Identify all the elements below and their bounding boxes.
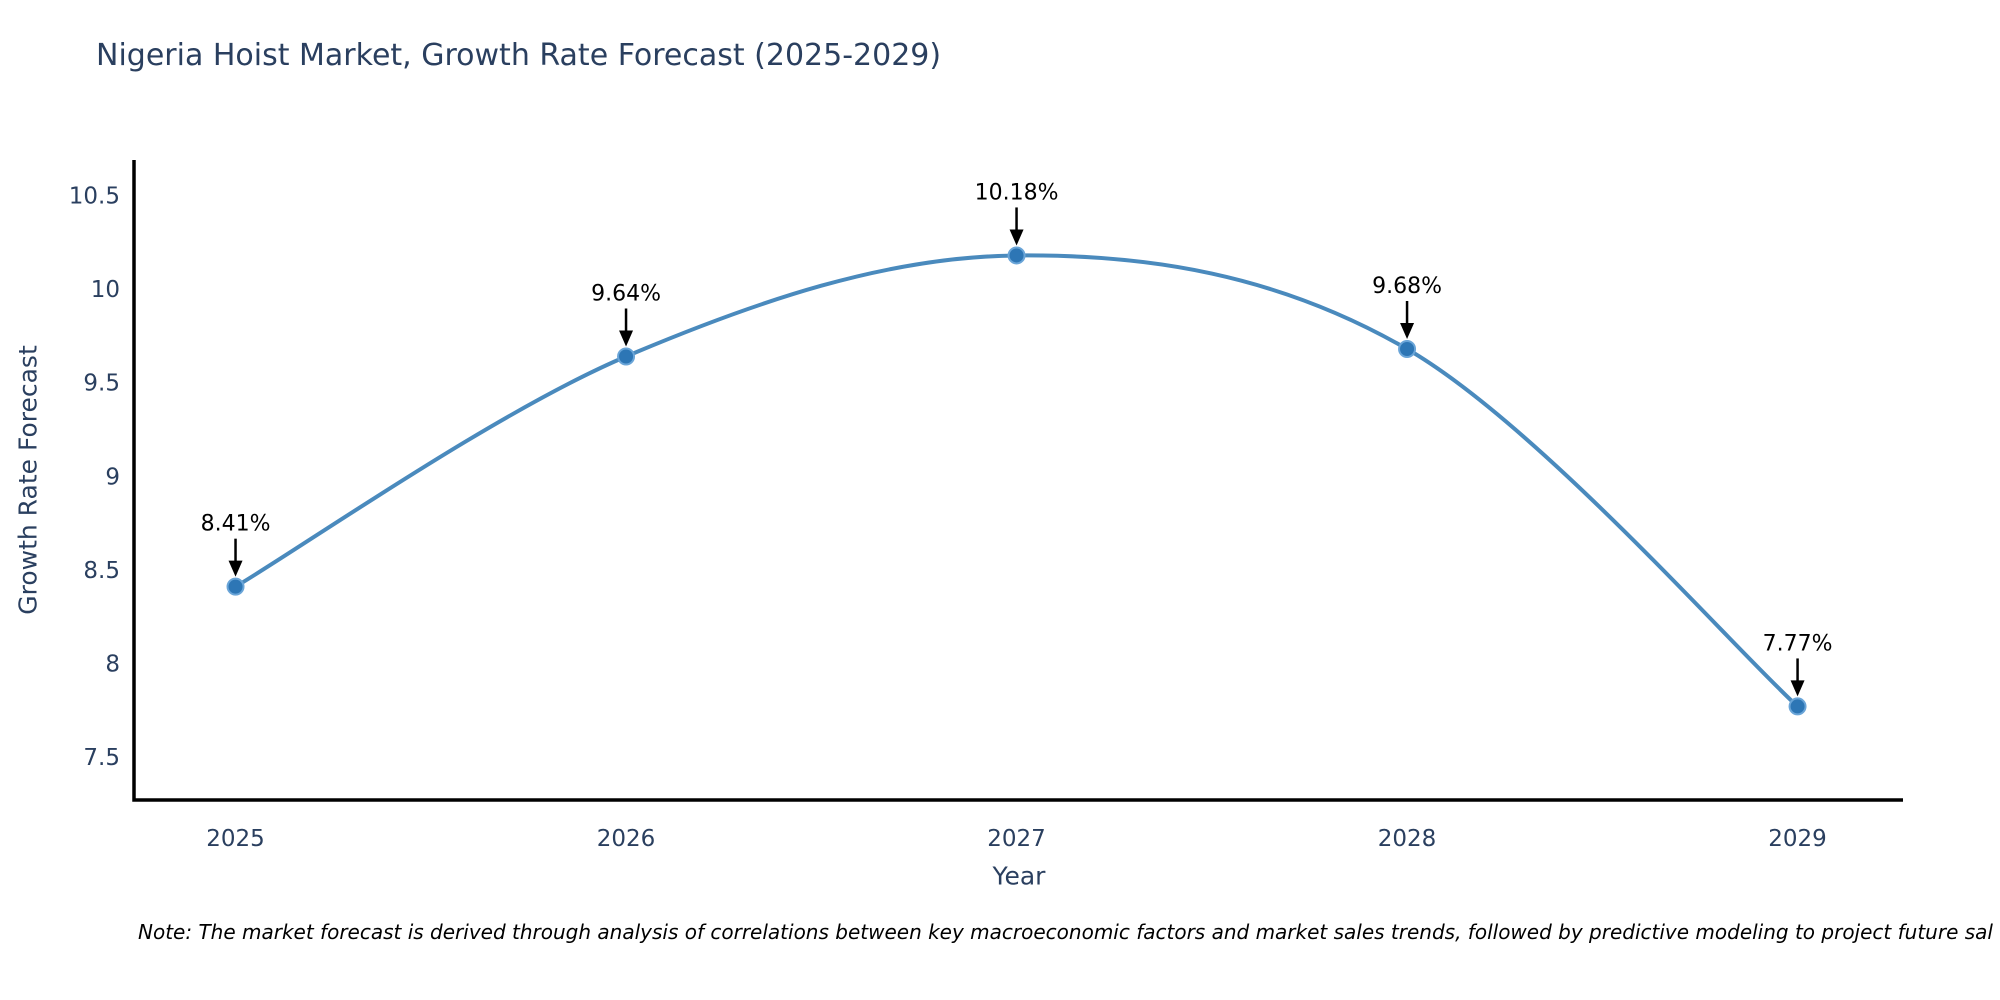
annotation-arrow-head: [1009, 229, 1024, 246]
y-tick-label: 10.5: [69, 184, 120, 210]
y-tick-label: 8.5: [83, 558, 120, 584]
x-tick-label: 2028: [1378, 826, 1437, 852]
y-tick-label: 8: [105, 651, 120, 677]
x-tick-label: 2025: [206, 826, 265, 852]
y-tick-label: 9.5: [83, 371, 120, 397]
data-point-label: 7.77%: [1763, 631, 1833, 656]
x-tick-label: 2026: [597, 826, 656, 852]
chart-title: Nigeria Hoist Market, Growth Rate Foreca…: [96, 38, 942, 73]
axis-lines: [132, 160, 1903, 802]
annotation-arrow-head: [619, 330, 634, 347]
x-tick-label: 2029: [1768, 826, 1827, 852]
y-tick-label: 7.5: [83, 745, 120, 771]
data-point-label: 9.68%: [1372, 274, 1442, 299]
y-tick-label: 10: [91, 277, 120, 303]
annotation-arrow-head: [1790, 680, 1805, 697]
y-tick-label: 9: [105, 464, 120, 490]
data-point-marker: [617, 347, 636, 366]
footnote: Note: The market forecast is derived thr…: [138, 920, 1993, 944]
x-axis-title: Year: [992, 861, 1046, 891]
annotation-arrow-head: [228, 560, 243, 577]
data-point-label: 10.18%: [975, 180, 1059, 205]
y-axis-title: Growth Rate Forecast: [13, 345, 43, 615]
data-point-label: 9.64%: [591, 281, 661, 306]
data-point-marker: [1398, 340, 1417, 359]
x-tick-label: 2027: [987, 826, 1046, 852]
data-point-marker: [1788, 697, 1807, 716]
data-point-marker: [226, 577, 245, 596]
data-point-marker: [1007, 246, 1026, 265]
data-point-label: 8.41%: [201, 512, 271, 537]
trend-line: [234, 253, 1799, 708]
annotation-arrow-head: [1400, 323, 1415, 340]
